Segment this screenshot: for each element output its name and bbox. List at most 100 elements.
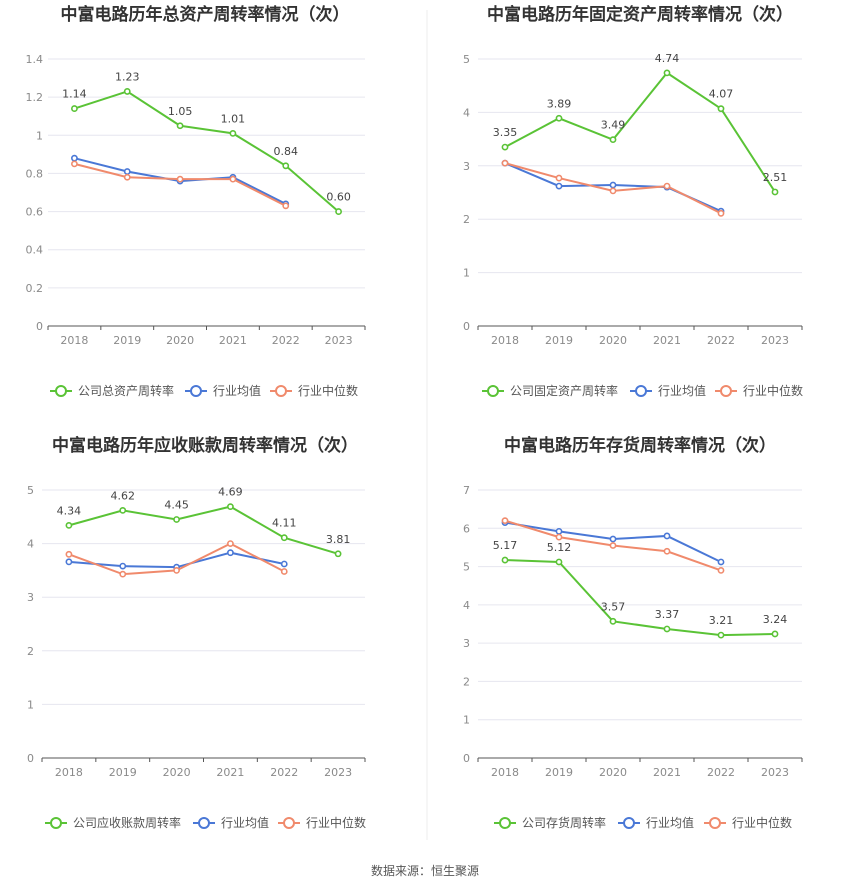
data-label: 4.74 <box>655 52 680 65</box>
data-point <box>229 175 237 183</box>
y-tick-label: 6 <box>463 522 470 535</box>
legend-swatch-marker <box>709 817 721 829</box>
data-label: 3.49 <box>601 119 626 132</box>
data-label: 1.14 <box>62 88 87 101</box>
data-point <box>609 181 617 189</box>
data-point <box>717 558 725 566</box>
data-point <box>65 558 73 566</box>
legend-item[interactable]: 行业中位数 <box>704 815 792 830</box>
data-point <box>771 188 779 196</box>
x-tick-label: 2018 <box>55 766 83 779</box>
data-point <box>717 209 725 217</box>
data-label: 4.45 <box>164 498 189 511</box>
fixed-asset-turnover-chart: 中富电路历年固定资产周转率情况（次） 0 1 2 3 4 5 2018 2019 2020 2021… <box>463 4 803 398</box>
x-tick-label: 2022 <box>707 334 735 347</box>
legend-label: 公司存货周转率 <box>522 815 606 830</box>
data-point <box>282 162 290 170</box>
legend-label: 公司总资产周转率 <box>78 383 174 398</box>
legend-swatch-marker <box>623 817 635 829</box>
legend-item[interactable]: 行业均值 <box>618 815 694 830</box>
data-point <box>71 105 78 112</box>
data-point <box>282 202 290 210</box>
legend-item[interactable]: 公司总资产周转率 <box>50 383 174 398</box>
y-tick-label: 3 <box>27 591 34 604</box>
data-point <box>717 631 725 639</box>
legend-label: 行业中位数 <box>306 815 366 830</box>
legend-item[interactable]: 行业均值 <box>185 383 261 398</box>
data-point <box>123 168 131 175</box>
data-label: 0.60 <box>326 191 351 204</box>
y-tick-label: 1 <box>463 714 470 727</box>
y-tick-label: 7 <box>463 484 470 497</box>
data-point <box>65 550 73 558</box>
y-tick-label: 0 <box>27 752 34 765</box>
data-label: 4.69 <box>218 486 243 499</box>
data-label: 4.07 <box>709 88 734 101</box>
legend-item[interactable]: 行业中位数 <box>270 383 358 398</box>
x-tick-label: 2018 <box>60 334 88 347</box>
y-tick-label: 2 <box>463 213 470 226</box>
legend-label: 行业均值 <box>221 815 269 830</box>
data-point <box>280 534 288 542</box>
data-point <box>663 625 671 633</box>
data-point <box>119 570 127 578</box>
data-point <box>771 630 779 638</box>
x-tick-label: 2020 <box>599 766 627 779</box>
chart-title: 中富电路历年总资产周转率情况（次） <box>61 4 350 25</box>
y-tick-label: 0.6 <box>26 206 44 219</box>
y-tick-label: 1.4 <box>26 53 44 66</box>
data-point <box>501 556 509 564</box>
data-point <box>663 182 671 190</box>
x-tick-label: 2023 <box>761 334 789 347</box>
legend-item[interactable]: 公司应收账款周转率 <box>45 815 181 830</box>
legend-label: 行业均值 <box>658 383 706 398</box>
y-tick-label: 5 <box>27 484 34 497</box>
legend-item[interactable]: 行业均值 <box>630 383 706 398</box>
data-label: 0.84 <box>274 145 299 158</box>
y-tick-label: 1 <box>27 698 34 711</box>
legend-item[interactable]: 行业中位数 <box>715 383 803 398</box>
y-tick-label: 1.2 <box>26 91 44 104</box>
data-label: 3.21 <box>709 614 734 627</box>
data-point <box>663 532 671 540</box>
data-point <box>176 175 184 183</box>
legend-item[interactable]: 行业均值 <box>193 815 269 830</box>
y-tick-label: 0.2 <box>26 282 44 295</box>
chart-title: 中富电路历年存货周转率情况（次） <box>504 435 776 456</box>
data-point <box>173 516 180 523</box>
y-tick-label: 1 <box>463 267 470 280</box>
data-point <box>227 549 234 557</box>
y-tick-label: 0 <box>36 320 43 333</box>
data-point <box>227 540 234 547</box>
legend-label: 公司固定资产周转率 <box>510 383 618 398</box>
legend-item[interactable]: 公司固定资产周转率 <box>482 383 618 398</box>
legend-label: 行业中位数 <box>732 815 792 830</box>
data-point <box>119 506 127 514</box>
data-label: 1.05 <box>168 105 193 118</box>
x-tick-label: 2020 <box>163 766 191 779</box>
y-tick-label: 3 <box>463 637 470 650</box>
x-tick-label: 2021 <box>219 334 247 347</box>
data-point <box>123 173 131 181</box>
x-tick-label: 2019 <box>545 766 573 779</box>
data-source-footer: 数据来源：恒生聚源 <box>370 864 479 878</box>
legend-swatch-marker <box>198 817 210 829</box>
legend-item[interactable]: 公司存货周转率 <box>494 815 606 830</box>
chart-title: 中富电路历年固定资产周转率情况（次） <box>487 4 793 25</box>
data-point <box>229 129 237 137</box>
data-point <box>555 558 563 566</box>
data-label: 1.01 <box>221 112 246 125</box>
legend-label: 行业均值 <box>213 383 261 398</box>
x-tick-label: 2021 <box>653 334 681 347</box>
data-point <box>555 182 563 190</box>
x-tick-label: 2020 <box>166 334 194 347</box>
data-label: 4.11 <box>272 517 297 530</box>
legend-label: 行业中位数 <box>743 383 803 398</box>
y-tick-label: 0 <box>463 752 470 765</box>
legend-item[interactable]: 行业中位数 <box>278 815 366 830</box>
y-tick-label: 4 <box>463 599 470 612</box>
data-point <box>501 517 509 525</box>
data-point <box>555 174 563 182</box>
series-line-company <box>504 71 776 193</box>
data-point <box>173 567 180 574</box>
